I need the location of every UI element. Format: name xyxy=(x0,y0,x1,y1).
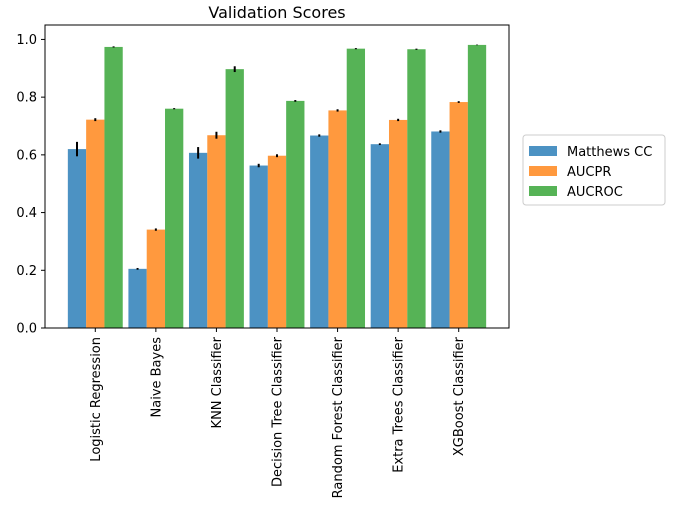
bar-aucroc xyxy=(346,48,366,328)
y-tick-label: 0.8 xyxy=(16,91,37,106)
bar-aucroc xyxy=(407,49,426,329)
x-tick-label: Naive Bayes xyxy=(149,337,164,418)
bar-matthews-cc xyxy=(431,131,450,328)
legend-box xyxy=(522,134,666,206)
bar-aucroc xyxy=(104,46,123,329)
bar-matthews-cc xyxy=(188,152,208,328)
legend: Matthews CC AUCPR AUCROC xyxy=(522,134,666,206)
error-bars-layer xyxy=(75,44,479,270)
bars-layer xyxy=(67,44,487,329)
y-tick-label: 1.0 xyxy=(16,33,37,48)
x-tick-label: Logistic Regression xyxy=(89,337,104,462)
bar-matthews-cc xyxy=(249,165,268,328)
legend-swatch xyxy=(529,166,557,176)
x-tick-label: Extra Trees Classifier xyxy=(392,336,407,472)
bar-aucroc xyxy=(165,108,184,328)
bar-aucpr xyxy=(449,102,468,328)
bar-aucroc xyxy=(225,69,244,329)
legend-swatch xyxy=(529,186,557,196)
chart-title: Validation Scores xyxy=(208,3,345,22)
y-tick-label: 0.4 xyxy=(16,206,37,221)
legend-label: AUCPR xyxy=(567,165,611,180)
bar-aucpr xyxy=(207,135,226,328)
x-axis: Logistic Regression Naive Bayes KNN Classi… xyxy=(89,328,467,498)
x-tick-label: KNN Classifier xyxy=(210,336,225,428)
y-axis: 0.0 0.2 0.4 0.6 0.8 1.0 xyxy=(16,33,45,337)
x-tick-label: XGBoost Classifier xyxy=(452,336,467,456)
bar-matthews-cc xyxy=(310,135,329,328)
bar-aucpr xyxy=(267,155,287,328)
y-tick-label: 0.2 xyxy=(16,264,37,279)
x-tick-label: Random Forest Classifier xyxy=(331,336,346,498)
bar-aucpr xyxy=(328,110,347,328)
y-tick-label: 0.0 xyxy=(16,322,37,337)
y-tick-label: 0.6 xyxy=(16,148,37,163)
bar-matthews-cc xyxy=(370,144,389,328)
bar-aucpr xyxy=(146,229,166,328)
bar-aucpr xyxy=(86,119,105,329)
legend-label: Matthews CC xyxy=(567,145,652,160)
bar-matthews-cc xyxy=(128,268,147,328)
x-tick-label: Decision Tree Classifier xyxy=(271,336,286,487)
bar-aucroc xyxy=(286,100,305,328)
bar-aucpr xyxy=(388,119,408,328)
legend-swatch xyxy=(529,146,557,156)
legend-label: AUCROC xyxy=(567,185,623,200)
bar-aucroc xyxy=(467,44,487,328)
bar-matthews-cc xyxy=(67,149,87,328)
